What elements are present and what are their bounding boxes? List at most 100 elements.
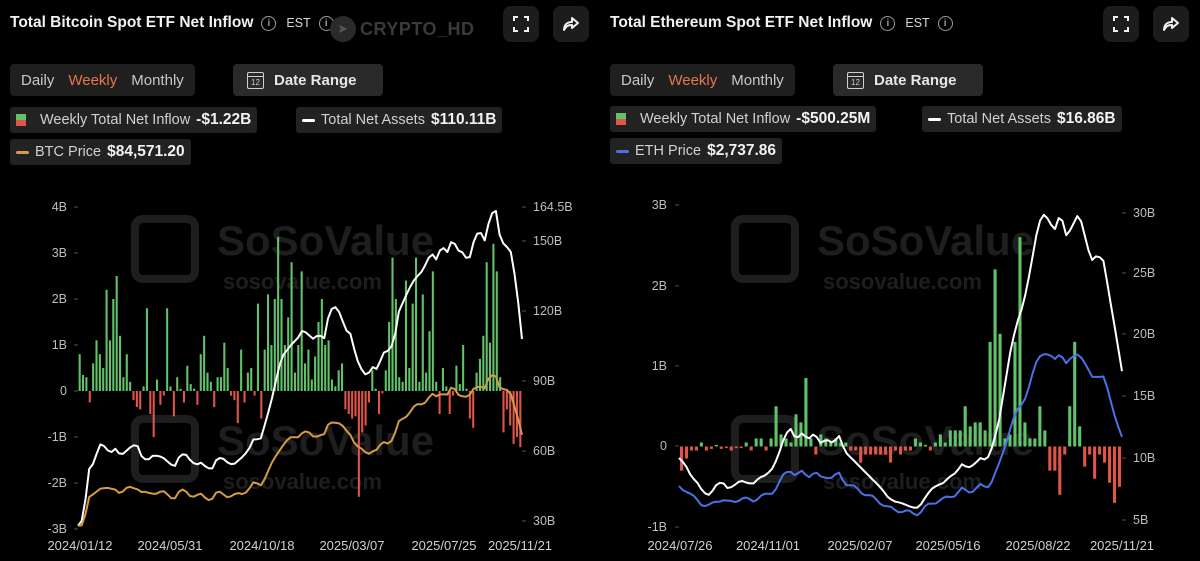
inflow-bar	[401, 381, 404, 391]
tab-monthly[interactable]: Monthly	[131, 71, 184, 89]
inflow-bar	[744, 442, 748, 447]
inflow-bar	[869, 446, 873, 455]
inflow-bar	[809, 438, 813, 447]
inflow-bar	[398, 377, 401, 391]
inflow-bar	[233, 391, 236, 401]
inflow-bar	[839, 442, 843, 447]
y-tick-label-right: 15B	[1133, 389, 1155, 403]
price-line	[678, 353, 1123, 517]
inflow-bar	[448, 391, 451, 414]
inflow-bar	[307, 349, 310, 391]
inflow-bar	[364, 391, 367, 426]
inflow-bar	[139, 391, 142, 410]
eth-title-row: Total Ethereum Spot ETF Net Inflow i EST…	[610, 14, 953, 32]
y-tick-label-left: 0	[660, 439, 667, 453]
inflow-bar	[246, 372, 249, 391]
inflow-bar	[1103, 446, 1107, 463]
btc-legend-assets[interactable]: Total Net Assets $110.11B	[296, 107, 503, 133]
inflow-bar	[489, 342, 492, 391]
inflow-bar	[884, 446, 888, 455]
y-tick-label-right: 90B	[533, 374, 555, 388]
tab-daily[interactable]: Daily	[21, 71, 55, 89]
fullscreen-icon	[513, 16, 529, 32]
inflow-bar	[354, 391, 357, 417]
inflow-bar	[203, 335, 206, 391]
inflow-bar	[347, 391, 350, 414]
eth-interval-selector: Daily Weekly Monthly	[610, 64, 795, 96]
inflow-bar	[694, 446, 698, 451]
inflow-bar	[1117, 446, 1122, 487]
fullscreen-button[interactable]	[1103, 6, 1139, 42]
inflow-bar	[462, 345, 465, 391]
inflow-bar	[431, 271, 434, 391]
inflow-bar	[699, 442, 703, 447]
sosovalue-watermark: SoSoValue sosovalue.com	[731, 215, 1034, 294]
line-swatch	[302, 118, 315, 122]
eth-legend-assets[interactable]: Total Net Assets $16.86B	[922, 106, 1122, 132]
inflow-bar	[928, 446, 932, 451]
inflow-bar	[983, 430, 987, 447]
x-tick-label: 2025/11/21	[488, 538, 552, 553]
y-tick-label-right: 150B	[533, 234, 562, 248]
tab-monthly[interactable]: Monthly	[731, 71, 784, 89]
inflow-bar	[186, 365, 189, 391]
inflow-bar	[371, 370, 374, 391]
fullscreen-button[interactable]	[503, 6, 539, 42]
inflow-bar	[189, 384, 192, 391]
inflow-bar	[256, 303, 259, 391]
tab-weekly[interactable]: Weekly	[668, 71, 718, 89]
y-tick-label-left: 2B	[652, 279, 667, 293]
inflow-bar	[240, 349, 243, 391]
inflow-bar	[176, 377, 179, 391]
inflow-bar	[779, 434, 783, 447]
legend-label: BTC Price	[35, 144, 102, 160]
eth-timezone: EST	[905, 16, 930, 30]
eth-legend-price[interactable]: ETH Price $2,737.86	[610, 138, 783, 164]
info-icon[interactable]: i	[261, 15, 277, 31]
eth-legend-inflow[interactable]: Weekly Total Net Inflow -$500.25M	[610, 106, 877, 132]
inflow-bar	[505, 391, 508, 410]
y-tick-label-right: 30B	[1133, 206, 1155, 220]
inflow-bar	[415, 257, 418, 391]
btc-date-range-button[interactable]: 12 Date Range	[233, 64, 383, 96]
inflow-bar	[478, 358, 481, 391]
inflow-bar	[1093, 446, 1097, 479]
share-button[interactable]	[1153, 6, 1189, 42]
tab-daily[interactable]: Daily	[621, 71, 655, 89]
inflow-bar	[310, 379, 313, 391]
inflow-bar	[849, 446, 853, 451]
inflow-bar	[367, 391, 370, 403]
sosovalue-logo-icon	[731, 215, 799, 283]
y-tick-label-left: -2B	[48, 476, 67, 490]
inflow-bar	[998, 333, 1002, 447]
inflow-bar	[509, 391, 512, 426]
share-button[interactable]	[553, 6, 589, 42]
inflow-bar	[1048, 446, 1052, 471]
inflow-bar	[1033, 438, 1037, 447]
inflow-bar	[794, 414, 798, 447]
inflow-bar	[273, 299, 276, 391]
inflow-bar	[774, 406, 778, 447]
btc-legend-price[interactable]: BTC Price $84,571.20	[10, 139, 191, 165]
inflow-bar	[438, 391, 441, 414]
eth-date-range-button[interactable]: 12 Date Range	[833, 64, 983, 96]
sosovalue-logo-icon	[131, 215, 199, 283]
inflow-bar	[689, 446, 693, 451]
inflow-bar	[337, 370, 340, 391]
x-tick-label: 2024/11/01	[736, 538, 800, 553]
inflow-bar	[119, 335, 122, 391]
inflow-bar	[223, 342, 226, 391]
tab-weekly[interactable]: Weekly	[68, 71, 118, 89]
btc-legend-inflow[interactable]: Weekly Total Net Inflow -$1.22B	[10, 107, 258, 133]
inflow-bar	[287, 317, 290, 391]
inflow-bar	[253, 391, 256, 396]
inflow-bar	[122, 377, 125, 391]
y-tick-label-right: 10B	[1133, 451, 1155, 465]
inflow-bar	[1008, 434, 1012, 447]
inflow-bar	[468, 391, 471, 419]
telegram-icon: ➤	[330, 16, 356, 42]
inflow-bar	[749, 446, 753, 451]
info-icon[interactable]: i	[937, 15, 953, 31]
info-icon[interactable]: i	[880, 15, 896, 31]
inflow-bar	[408, 368, 411, 391]
